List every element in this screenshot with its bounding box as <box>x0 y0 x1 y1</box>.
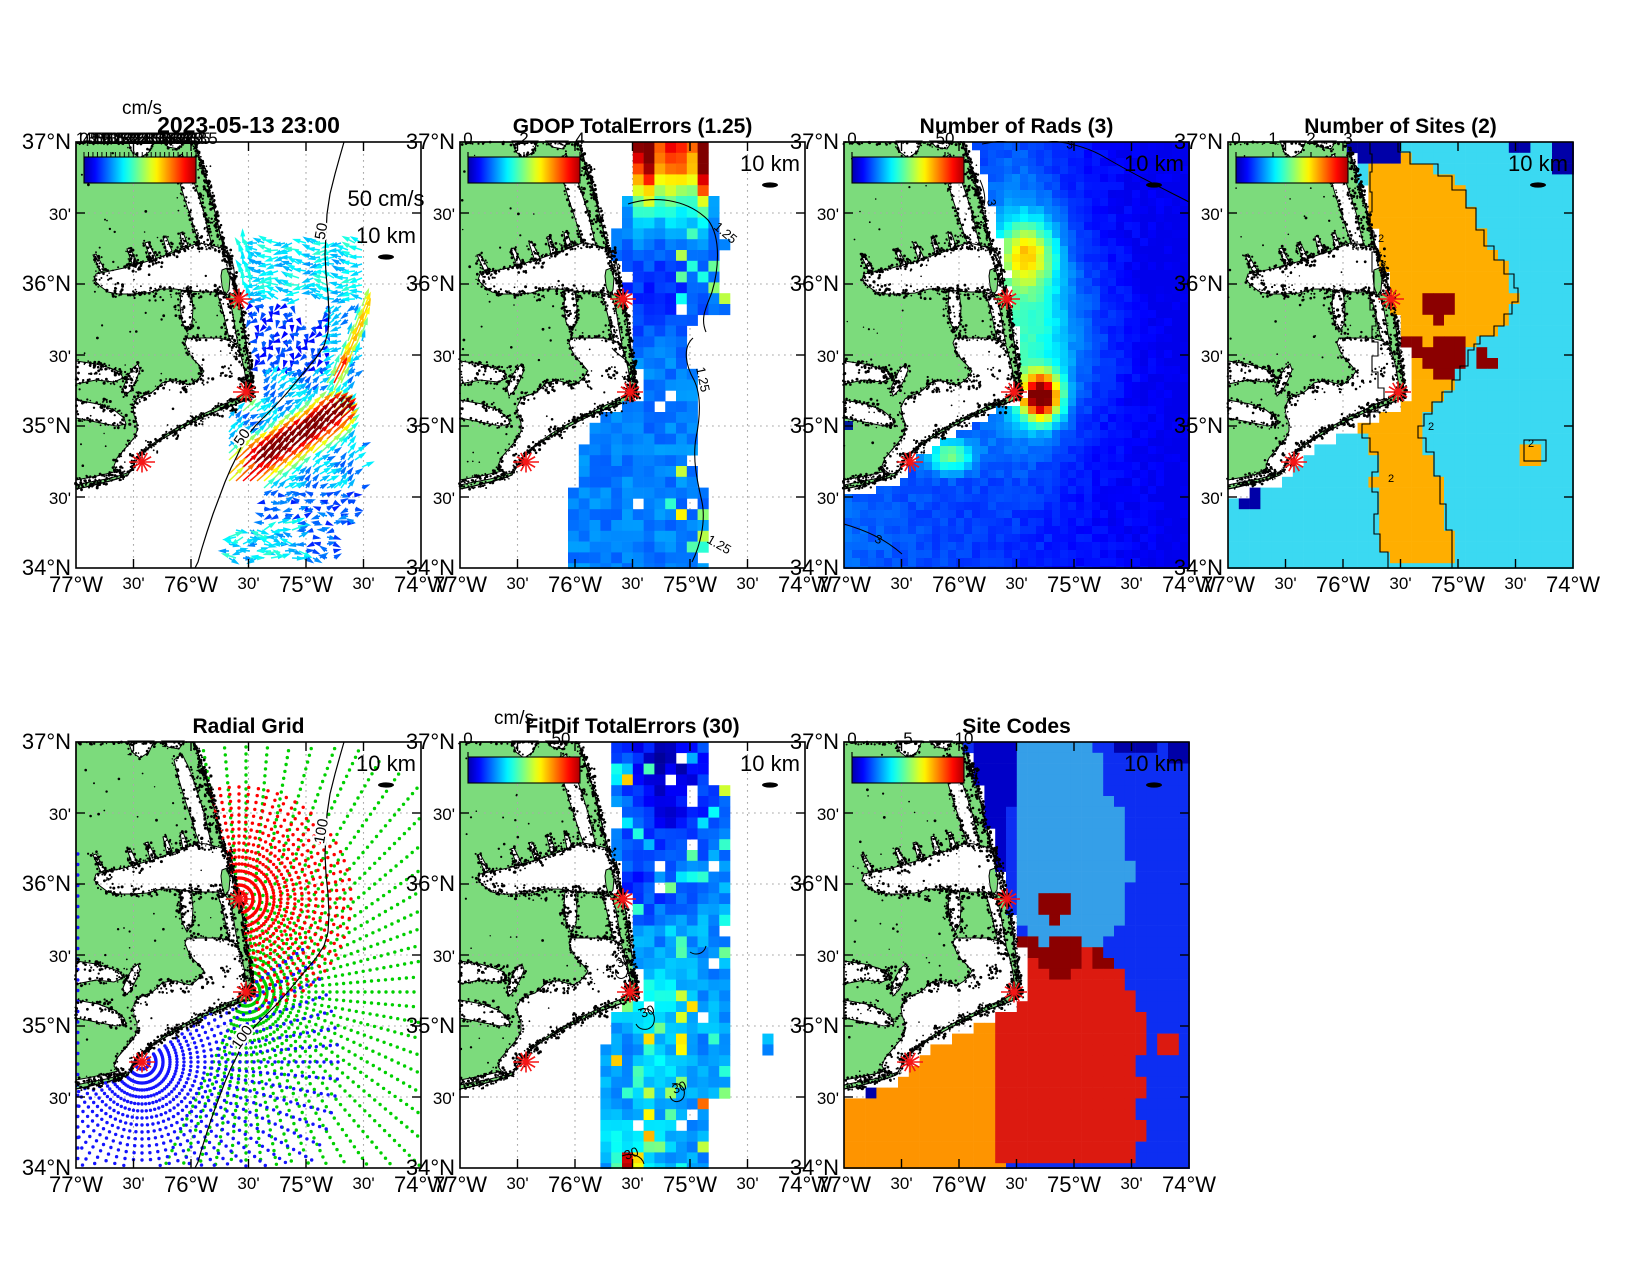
svg-text:30': 30' <box>49 347 71 366</box>
svg-text:50: 50 <box>312 222 332 241</box>
svg-text:30': 30' <box>237 574 259 593</box>
svg-text:50 cm/s: 50 cm/s <box>347 186 424 211</box>
svg-text:cm/s: cm/s <box>122 98 162 119</box>
svg-text:36°N: 36°N <box>22 271 71 296</box>
svg-text:75°W: 75°W <box>279 572 333 597</box>
svg-text:30': 30' <box>49 489 71 508</box>
svg-text:30': 30' <box>49 205 71 224</box>
svg-text:2023-05-13 23:00: 2023-05-13 23:00 <box>157 112 340 138</box>
svg-text:35°N: 35°N <box>22 413 71 438</box>
svg-text:1.25: 1.25 <box>705 532 734 558</box>
svg-text:30': 30' <box>122 574 144 593</box>
svg-text:30': 30' <box>352 574 374 593</box>
svg-text:76°W: 76°W <box>164 572 218 597</box>
svg-text:10 km: 10 km <box>356 223 416 248</box>
svg-text:77°W: 77°W <box>49 572 103 597</box>
svg-text:37°N: 37°N <box>22 129 71 154</box>
